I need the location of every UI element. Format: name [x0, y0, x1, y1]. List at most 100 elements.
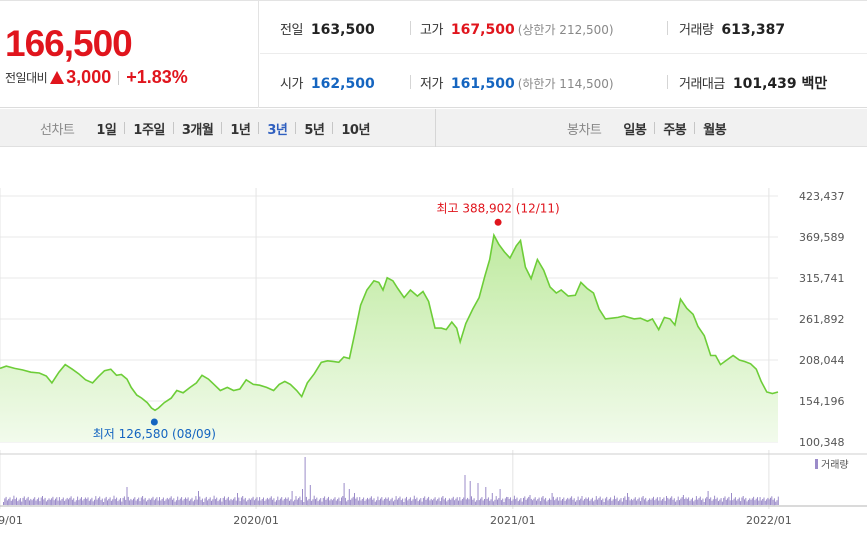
volume-bar [194, 499, 196, 506]
weekly-candle-button[interactable]: 주봉 [663, 122, 687, 138]
period-1y-button[interactable]: 1년 [230, 122, 251, 138]
period-3m-button[interactable]: 3개월 [181, 122, 214, 138]
low-label: 저가 [420, 77, 443, 92]
volume-bar [766, 499, 768, 505]
volume-bar [101, 498, 103, 506]
volume-bar [162, 497, 164, 505]
period-5y-button[interactable]: 5년 [304, 122, 325, 138]
quote-row-1: 전일 163,500 고가 167,500 (상한가 212,500) 거래량 … [260, 1, 867, 54]
volume-bar [510, 497, 511, 505]
volume-bar [114, 499, 116, 505]
volume-bar [469, 481, 471, 505]
volume-bar [486, 498, 488, 505]
volume-bar [239, 501, 241, 505]
volume-bar [151, 498, 153, 506]
volume-bar [157, 500, 159, 505]
volume-bar [329, 500, 331, 505]
volume-bar [441, 497, 443, 505]
volume-bar [335, 500, 337, 505]
volume-bar [705, 498, 706, 505]
volume-bar [421, 501, 423, 506]
volume-bar [656, 497, 658, 505]
volume-bar [57, 500, 59, 505]
volume-bar [212, 499, 214, 505]
volume-bar [425, 499, 427, 505]
volume-bar [44, 497, 46, 505]
volume-bar [528, 496, 530, 505]
volume-bar [568, 499, 570, 505]
volume-bar [614, 495, 615, 505]
volume-bar [517, 501, 519, 505]
volume-bar [134, 497, 136, 505]
volume-bar [266, 497, 268, 505]
volume-bar [389, 500, 391, 505]
volume-bar [690, 499, 692, 505]
volume-bar [529, 495, 531, 505]
daily-candle-button[interactable]: 일봉 [623, 122, 647, 138]
volume-bar [747, 499, 749, 505]
volume-bar [27, 496, 29, 505]
volume-bar [165, 499, 167, 505]
volume-bar [344, 497, 346, 505]
volume-bar [374, 501, 376, 505]
volume-bar [35, 500, 37, 505]
volume-bar [542, 496, 544, 505]
volume-bar [772, 499, 774, 506]
divider [667, 21, 668, 35]
price-chart-svg: 423,437 369,589 315,741 261,892 208,044 154,1… [0, 188, 867, 527]
volume-bar [318, 499, 320, 505]
volume-bar [720, 498, 722, 505]
volume-bar [455, 498, 457, 505]
volume-bar [714, 495, 716, 505]
volume-bar [740, 501, 742, 505]
volume-bar [771, 496, 773, 505]
low-price: 저가 161,500 (하한가 114,500) [420, 73, 614, 92]
volume-bar [53, 500, 55, 505]
divider [258, 122, 260, 134]
volume-bar [653, 496, 654, 506]
volume-bar [123, 496, 125, 505]
monthly-candle-button[interactable]: 월봉 [703, 122, 727, 138]
volume-bar [83, 499, 85, 505]
volume-bar [694, 499, 696, 506]
max-marker [494, 218, 502, 226]
volume-bar [272, 499, 274, 506]
volume-bar [281, 497, 283, 505]
volume-bar [242, 496, 244, 505]
volume-bar [324, 496, 326, 505]
volume-bar [299, 496, 301, 505]
volume-bar [693, 501, 695, 506]
volume-bar [525, 499, 527, 505]
volume-bar [113, 495, 115, 505]
volume-bar [199, 496, 201, 505]
volume-bar [768, 499, 770, 505]
volume-bar [338, 497, 340, 505]
volume-bar [30, 498, 32, 506]
volume-bar [74, 501, 76, 505]
y-tick-label: 261,892 [799, 313, 845, 326]
volume-bar [630, 498, 632, 506]
volume-bar [100, 500, 102, 505]
volume-bar [294, 499, 296, 506]
volume-bar [222, 497, 224, 505]
volume-bar [426, 498, 428, 505]
volume-bar [611, 500, 613, 505]
volume-bar [308, 498, 310, 506]
high-price: 고가 167,500 (상한가 212,500) [420, 19, 614, 38]
volume-bar [430, 498, 432, 506]
volume-bar [555, 498, 557, 505]
period-1w-button[interactable]: 1주일 [133, 122, 165, 138]
volume-bar [565, 499, 567, 505]
volume-bar [97, 498, 99, 505]
period-3y-button[interactable]: 3년 [267, 122, 288, 138]
volume-bar [532, 500, 534, 505]
volume-bar [126, 487, 128, 505]
volume-bar [460, 500, 462, 505]
period-10y-button[interactable]: 10년 [341, 122, 370, 138]
volume-bar [370, 496, 372, 505]
volume-bar [417, 501, 419, 505]
volume-bar [728, 496, 730, 505]
period-1d-button[interactable]: 1일 [96, 122, 117, 138]
volume-bar [96, 499, 98, 505]
amount-value: 101,439 백만 [732, 76, 828, 92]
